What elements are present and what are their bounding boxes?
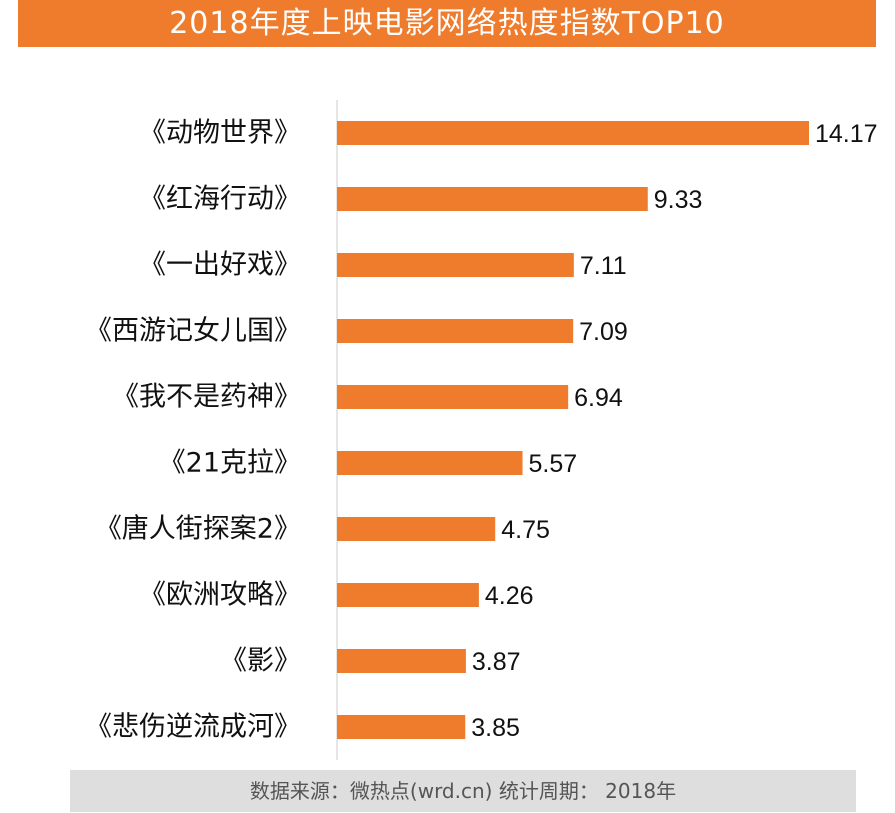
bar xyxy=(337,517,496,541)
data-source-footer: 数据来源：微热点(wrd.cn) 统计周期： 2018年 xyxy=(70,770,856,812)
value-label: 4.75 xyxy=(501,516,550,544)
value-label: 14.17 xyxy=(815,120,878,148)
bar xyxy=(337,715,466,739)
value-label: 9.33 xyxy=(654,186,703,214)
category-label: 《悲伤逆流成河》 xyxy=(85,712,301,743)
chart-title: 2018年度上映电影网络热度指数TOP10 xyxy=(18,0,876,47)
category-label: 《欧洲攻略》 xyxy=(139,580,301,611)
value-label: 4.26 xyxy=(485,582,534,610)
bar xyxy=(337,187,648,211)
category-label: 《西游记女儿国》 xyxy=(85,316,301,347)
category-label: 《红海行动》 xyxy=(139,184,301,215)
bar xyxy=(337,649,466,673)
bar xyxy=(337,253,574,277)
category-label: 《动物世界》 xyxy=(139,118,301,149)
value-label: 7.11 xyxy=(580,252,627,280)
value-label: 5.57 xyxy=(529,450,578,478)
category-label: 《我不是药神》 xyxy=(112,382,301,413)
bar xyxy=(337,121,809,145)
value-label: 6.94 xyxy=(574,384,623,412)
bar xyxy=(337,319,574,343)
value-label: 3.85 xyxy=(471,714,520,742)
bar xyxy=(337,385,569,409)
bar xyxy=(337,583,479,607)
value-label: 3.87 xyxy=(472,648,521,676)
category-label: 《一出好戏》 xyxy=(139,250,301,281)
bar xyxy=(337,451,523,475)
value-label: 7.09 xyxy=(579,318,628,346)
category-label: 《影》 xyxy=(220,646,301,677)
category-label: 《唐人街探案2》 xyxy=(95,514,301,545)
category-label: 《21克拉》 xyxy=(159,448,301,479)
